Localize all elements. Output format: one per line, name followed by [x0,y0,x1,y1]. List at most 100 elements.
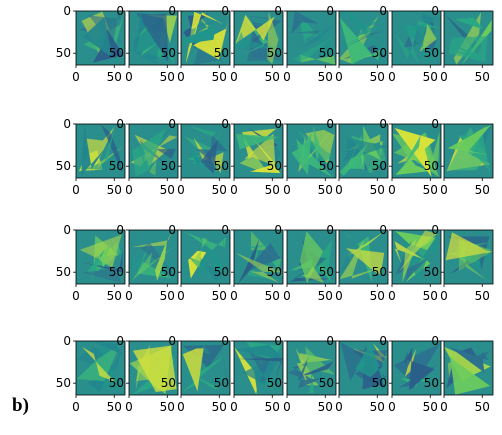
panel-label: b) [12,395,29,416]
y-tick-label: 50 [319,265,334,279]
feature-texture [291,133,312,175]
x-tick-label: 0 [283,183,291,197]
feature-texture [395,158,431,175]
x-tick-label: 50 [265,70,280,84]
feature-texture [287,362,320,384]
axes-frame [75,229,126,285]
feature-texture [243,133,276,166]
feature-texture [291,23,335,54]
x-tick-label: 50 [370,70,385,84]
x-tick-label: 50 [107,70,122,84]
x-tick-label: 50 [423,70,438,84]
feature-texture [339,239,384,280]
y-tick-label: 0 [221,4,229,18]
feature-texture [194,139,218,174]
x-tick-label: 0 [440,400,448,414]
x-tick-label: 0 [125,400,133,414]
feature-texture [149,159,158,177]
y-tick-label: 50 [56,265,71,279]
y-tick-label: 50 [267,265,282,279]
y-tick-label: 0 [379,117,387,131]
x-tick-label: 0 [72,400,80,414]
feature-texture [444,347,491,383]
feature-texture [351,236,373,283]
feature-texture [81,124,105,176]
feature-texture [192,237,208,268]
feature-texture [235,252,283,284]
axes-frame [75,10,126,66]
y-tick-label: 0 [326,223,334,237]
x-tick-label: 50 [423,289,438,303]
feature-texture [236,133,280,150]
x-tick-label: 50 [265,289,280,303]
feature-texture [445,232,493,261]
axes-frame [391,340,442,396]
x-tick-label: 50 [212,70,227,84]
feature-texture [101,124,122,173]
feature-texture [140,34,158,57]
feature-texture [242,238,279,249]
y-tick-label: 50 [424,265,439,279]
axes-frame [233,123,284,179]
feature-texture [345,134,383,161]
feature-texture [235,14,275,44]
feature-texture [196,231,229,278]
y-tick-label: 0 [116,334,124,348]
axes-frame [286,229,337,285]
feature-texture [266,254,282,271]
y-tick-label: 0 [431,117,439,131]
feature-texture [398,24,436,62]
y-tick-label: 50 [372,376,387,390]
feature-texture [104,125,116,164]
x-tick-label: 0 [335,183,343,197]
feature-texture [83,17,112,56]
x-tick-label: 50 [475,400,490,414]
x-tick-label: 0 [125,289,133,303]
x-tick-label: 0 [230,70,238,84]
x-tick-label: 0 [177,289,185,303]
feature-texture [299,54,336,65]
y-tick-label: 50 [109,159,124,173]
feature-texture [191,238,226,276]
x-tick-label: 50 [318,183,333,197]
y-tick-label: 50 [372,265,387,279]
y-tick-label: 0 [116,223,124,237]
axes-frame [391,10,442,66]
x-tick-label: 0 [72,70,80,84]
x-tick-label: 50 [212,289,227,303]
y-tick-label: 0 [63,4,71,18]
feature-texture [340,30,384,49]
axes-frame [391,229,442,285]
feature-texture [193,137,224,173]
feature-texture [220,344,230,387]
feature-texture [449,346,489,373]
y-tick-label: 0 [274,223,282,237]
x-tick-label: 50 [107,289,122,303]
feature-texture [200,257,226,281]
feature-texture [87,249,105,276]
feature-texture [250,134,281,174]
x-tick-label: 0 [177,183,185,197]
x-tick-label: 0 [177,400,185,414]
y-tick-label: 50 [267,376,282,390]
y-tick-label: 0 [63,223,71,237]
feature-texture [132,128,167,177]
feature-texture [76,345,120,382]
feature-texture [404,348,417,377]
x-tick-label: 50 [160,70,175,84]
feature-texture [429,21,435,57]
